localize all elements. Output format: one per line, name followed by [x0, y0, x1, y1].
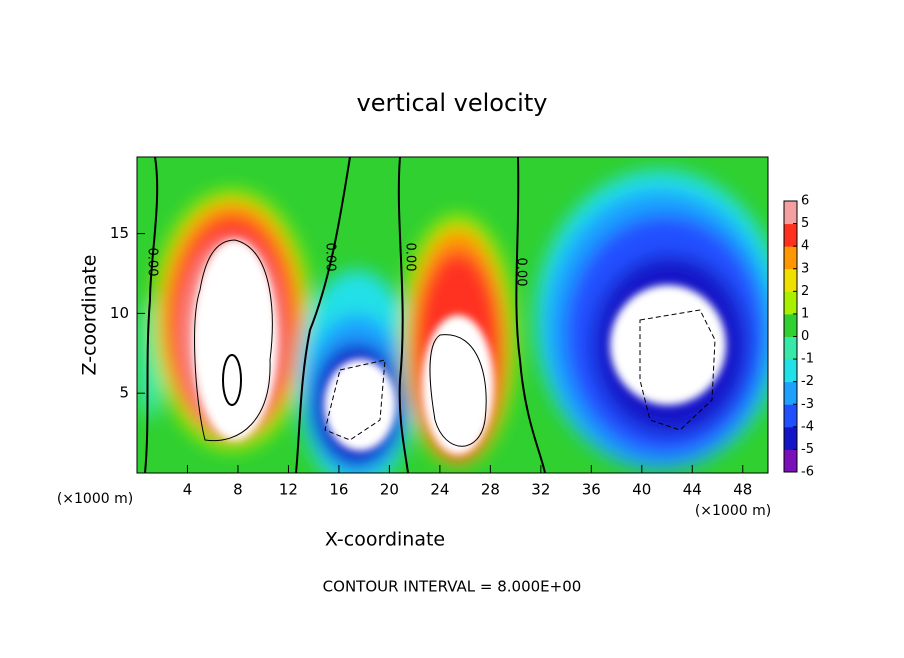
- x-unit: (×1000 m): [57, 491, 133, 507]
- x-tick-label: 4: [183, 481, 193, 499]
- colorbar-band: [784, 313, 797, 337]
- contour-label: 0.00: [514, 258, 529, 287]
- colorbar-label: 1: [801, 306, 809, 321]
- x-tick-label: 36: [582, 481, 601, 499]
- x-unit: (×1000 m): [695, 503, 771, 519]
- x-tick-label: 48: [733, 481, 752, 499]
- x-tick-label: 28: [481, 481, 500, 499]
- chart-title: vertical velocity: [357, 89, 548, 117]
- y-axis-label: Z-coordinate: [79, 255, 101, 376]
- colorbar-label: -6: [801, 465, 814, 480]
- colorbar-label: -3: [801, 397, 814, 412]
- colorbar-label: -4: [801, 419, 814, 434]
- colorbar-band: [784, 404, 797, 428]
- colorbar-band: [784, 246, 797, 270]
- x-tick-label: 32: [531, 481, 550, 499]
- colorbar-band: [784, 336, 797, 360]
- contour-label: 0.00: [403, 243, 418, 272]
- colorbar-label: 2: [801, 284, 809, 299]
- colorbar-band: [784, 426, 797, 450]
- x-tick-label: 16: [329, 481, 348, 499]
- x-tick-label: 12: [279, 481, 298, 499]
- colorbar-band: [784, 359, 797, 383]
- x-axis-label: X-coordinate: [325, 529, 445, 551]
- colorbar-band: [784, 381, 797, 405]
- plot-frame: [136, 156, 769, 474]
- colorbar-label: -1: [801, 352, 814, 367]
- y-tick-label: 15: [110, 224, 129, 242]
- colorbar-band: [784, 223, 797, 247]
- x-tick-label: 20: [380, 481, 399, 499]
- colorbar-band: [784, 449, 797, 473]
- contour-label: 0.00: [145, 248, 160, 277]
- colorbar-label: -5: [801, 442, 814, 457]
- colorbar-label: 3: [801, 261, 809, 276]
- colorbar-label: 6: [801, 194, 809, 209]
- colorbar-band: [784, 201, 797, 225]
- x-tick-label: 40: [632, 481, 651, 499]
- y-tick-label: 5: [119, 384, 129, 402]
- field: [137, 157, 768, 473]
- colorbar-label: 5: [801, 216, 809, 231]
- colorbar-band: [784, 268, 797, 292]
- colorbar-label: 4: [801, 239, 809, 254]
- colorbar-label: -2: [801, 374, 814, 389]
- contour-label: 0.00: [323, 243, 338, 272]
- footer: CONTOUR INTERVAL = 8.000E+00: [323, 578, 582, 596]
- colorbar-label: 0: [801, 329, 809, 344]
- x-tick-label: 8: [233, 481, 243, 499]
- x-tick-label: 44: [683, 481, 702, 499]
- y-tick-label: 10: [110, 304, 129, 322]
- colorbar-band: [784, 291, 797, 315]
- x-tick-label: 24: [430, 481, 449, 499]
